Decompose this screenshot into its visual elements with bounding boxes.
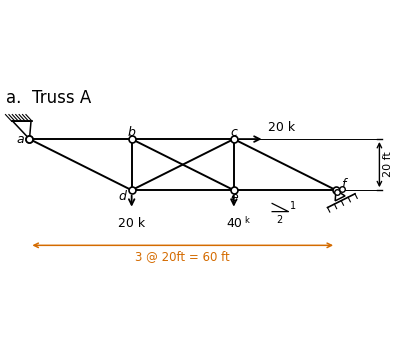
Text: c: c [230, 126, 237, 139]
Text: e: e [229, 191, 237, 204]
Text: a: a [17, 133, 24, 146]
Text: 3 @ 20ft = 60 ft: 3 @ 20ft = 60 ft [135, 250, 230, 263]
Text: 20 ft: 20 ft [382, 152, 392, 177]
Text: 20 k: 20 k [118, 217, 145, 230]
Text: 1: 1 [290, 201, 295, 211]
Text: Truss A: Truss A [32, 89, 91, 107]
Text: k: k [244, 216, 249, 225]
Text: d: d [118, 190, 126, 203]
Text: f: f [341, 177, 345, 190]
Text: 2: 2 [276, 215, 282, 225]
Text: 20 k: 20 k [267, 121, 294, 134]
Text: b: b [127, 126, 135, 139]
Text: 40: 40 [225, 217, 241, 230]
Text: a.: a. [7, 89, 22, 107]
